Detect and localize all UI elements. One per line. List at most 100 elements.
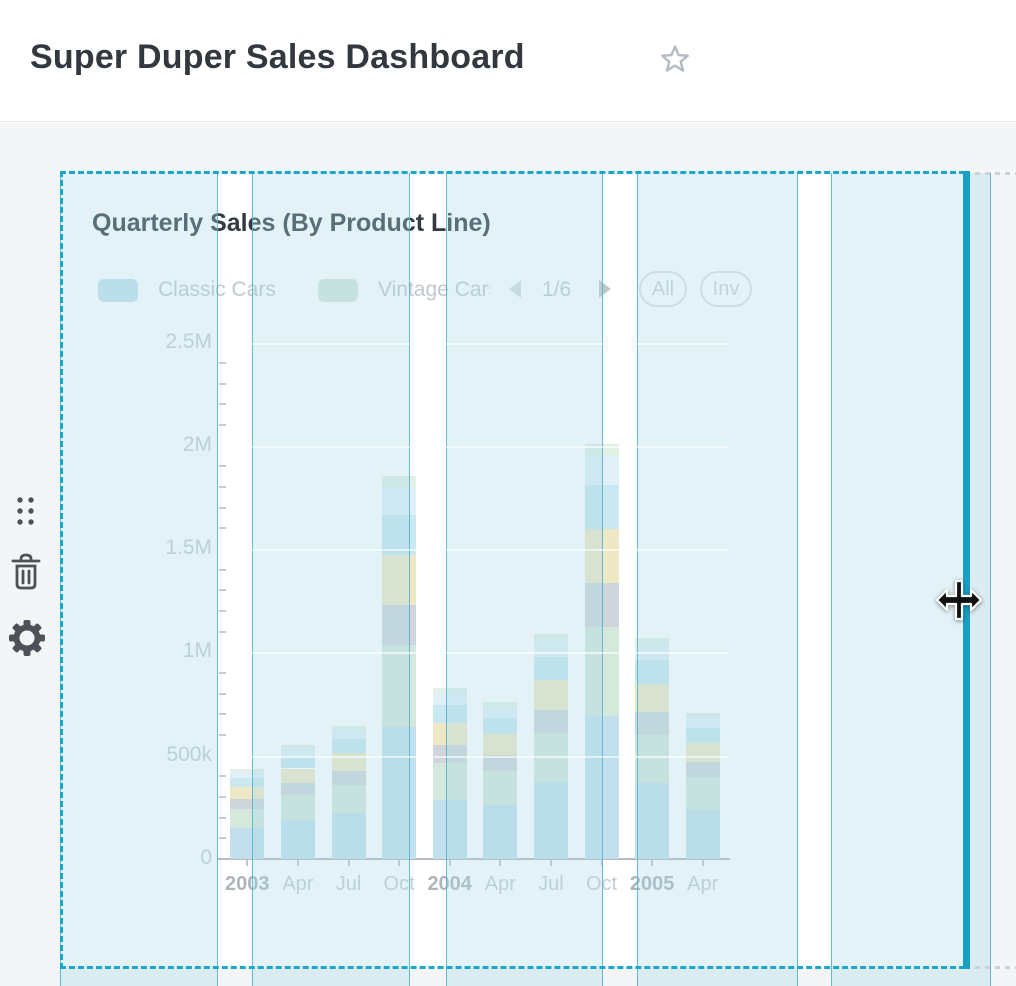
bar-segment[interactable] (635, 660, 670, 684)
bar-segment[interactable] (584, 485, 619, 530)
bar-segment[interactable] (533, 656, 568, 681)
bar-segment[interactable] (230, 768, 265, 772)
bar-segment[interactable] (280, 795, 315, 820)
bar-segment[interactable] (533, 641, 568, 657)
x-axis-label: Apr (484, 873, 516, 895)
legend-swatch-vintage-cars (318, 279, 358, 302)
bar-segment[interactable] (635, 644, 670, 661)
bar-segment[interactable] (230, 799, 265, 809)
bar-segment[interactable] (331, 813, 366, 859)
bookmark-star-icon[interactable] (658, 42, 692, 76)
bar-segment[interactable] (382, 604, 417, 645)
bar-segment[interactable] (635, 683, 670, 713)
bar-segment[interactable] (635, 782, 670, 859)
bar-segment[interactable] (685, 761, 720, 778)
bar-segment[interactable] (533, 733, 568, 782)
bar-segment[interactable] (533, 680, 568, 710)
bar-segment[interactable] (331, 753, 366, 771)
x-axis-label: 2004 (427, 873, 472, 895)
bar-segment[interactable] (432, 693, 467, 706)
bar-segment[interactable] (584, 529, 619, 583)
bar-segment[interactable] (533, 634, 568, 642)
legend-swatch-classic-cars (98, 279, 138, 302)
bar-segment[interactable] (685, 777, 720, 809)
bar-segment[interactable] (483, 701, 518, 707)
gear-icon[interactable] (7, 617, 47, 659)
bar-segment[interactable] (432, 745, 467, 764)
bar-segment[interactable] (584, 456, 619, 486)
bar-segment[interactable] (584, 715, 619, 859)
bar-segment[interactable] (230, 771, 265, 778)
legend-item-vintage-cars[interactable]: Vintage Cars (378, 278, 490, 301)
bar-segment[interactable] (635, 638, 670, 645)
filter-button-all[interactable]: All (639, 271, 687, 307)
bar-segment[interactable] (685, 808, 720, 859)
bar-segment[interactable] (483, 771, 518, 805)
y-axis-minor-tick (219, 424, 226, 427)
x-axis-tick (448, 860, 451, 866)
bar-segment[interactable] (685, 717, 720, 728)
bar-segment[interactable] (331, 784, 366, 814)
bar-segment[interactable] (584, 443, 619, 457)
bar-segment[interactable] (280, 768, 315, 784)
y-axis-minor-tick (219, 382, 226, 385)
ghost-border-top (975, 172, 1016, 175)
bar-segment[interactable] (230, 828, 265, 859)
bar-segment[interactable] (533, 781, 568, 859)
bar-segment[interactable] (230, 787, 265, 800)
x-axis-tick (246, 860, 249, 866)
bar-segment[interactable] (382, 644, 417, 727)
bar-segment[interactable] (483, 754, 518, 772)
bar-segment[interactable] (280, 783, 315, 796)
bar-segment[interactable] (483, 804, 518, 859)
x-axis-line (218, 858, 730, 860)
bar-segment[interactable] (483, 706, 518, 718)
y-axis-minor-tick (219, 465, 226, 468)
bar-segment[interactable] (635, 712, 670, 736)
filter-button-inv[interactable]: Inv (700, 271, 752, 307)
bar-segment[interactable] (331, 729, 366, 740)
move-cursor-icon (936, 579, 982, 621)
bar-segment[interactable] (230, 777, 265, 788)
bar-segment[interactable] (331, 770, 366, 785)
bar-segment[interactable] (685, 742, 720, 762)
y-axis-label: 1M (182, 639, 212, 663)
bar-segment[interactable] (382, 726, 417, 859)
bar-segment[interactable] (432, 800, 467, 859)
bar-segment[interactable] (382, 476, 417, 488)
bar-segment[interactable] (382, 514, 417, 555)
bar-segment[interactable] (432, 688, 467, 694)
bar-segment[interactable] (280, 744, 315, 749)
bar-segment[interactable] (280, 756, 315, 769)
bar-segment[interactable] (483, 717, 518, 735)
bar-segment[interactable] (280, 819, 315, 859)
legend-item-classic-cars[interactable]: Classic Cars (158, 278, 276, 301)
bar-segment[interactable] (432, 705, 467, 724)
bar-segment[interactable] (432, 763, 467, 801)
bar-segment[interactable] (331, 725, 366, 730)
bar-segment[interactable] (230, 808, 265, 828)
bar-segment[interactable] (280, 748, 315, 757)
bar-segment[interactable] (382, 554, 417, 605)
dashboard-card[interactable]: Quarterly Sales (By Product Line) Classi… (60, 173, 967, 968)
y-axis-minor-tick (219, 796, 226, 799)
dashboard-header: Super Duper Sales Dashboard (0, 0, 1016, 122)
card-resize-edge[interactable] (963, 171, 970, 969)
bar-segment[interactable] (584, 626, 619, 716)
bar-segment[interactable] (432, 723, 467, 746)
stacked-bar-chart: 0 500k 1M 1.5M 2M 2.5M 2003 Apr Jul Oct 2004 Apr Jul… (60, 173, 967, 968)
bar-segment[interactable] (331, 739, 366, 754)
drag-handle-dots-icon[interactable] (13, 493, 37, 529)
bar-segment[interactable] (382, 487, 417, 515)
bar-segment[interactable] (533, 709, 568, 734)
x-axis-label: 2005 (629, 873, 675, 895)
trash-icon[interactable] (9, 552, 43, 592)
bar-segment[interactable] (685, 713, 720, 718)
y-axis-minor-tick (219, 734, 226, 737)
bar-segment[interactable] (685, 727, 720, 743)
y-axis-minor-tick (219, 610, 226, 613)
bar-segment[interactable] (584, 582, 619, 627)
chevron-left-icon[interactable] (506, 279, 524, 299)
bar-segment[interactable] (635, 735, 670, 783)
bar-segment[interactable] (483, 734, 518, 755)
